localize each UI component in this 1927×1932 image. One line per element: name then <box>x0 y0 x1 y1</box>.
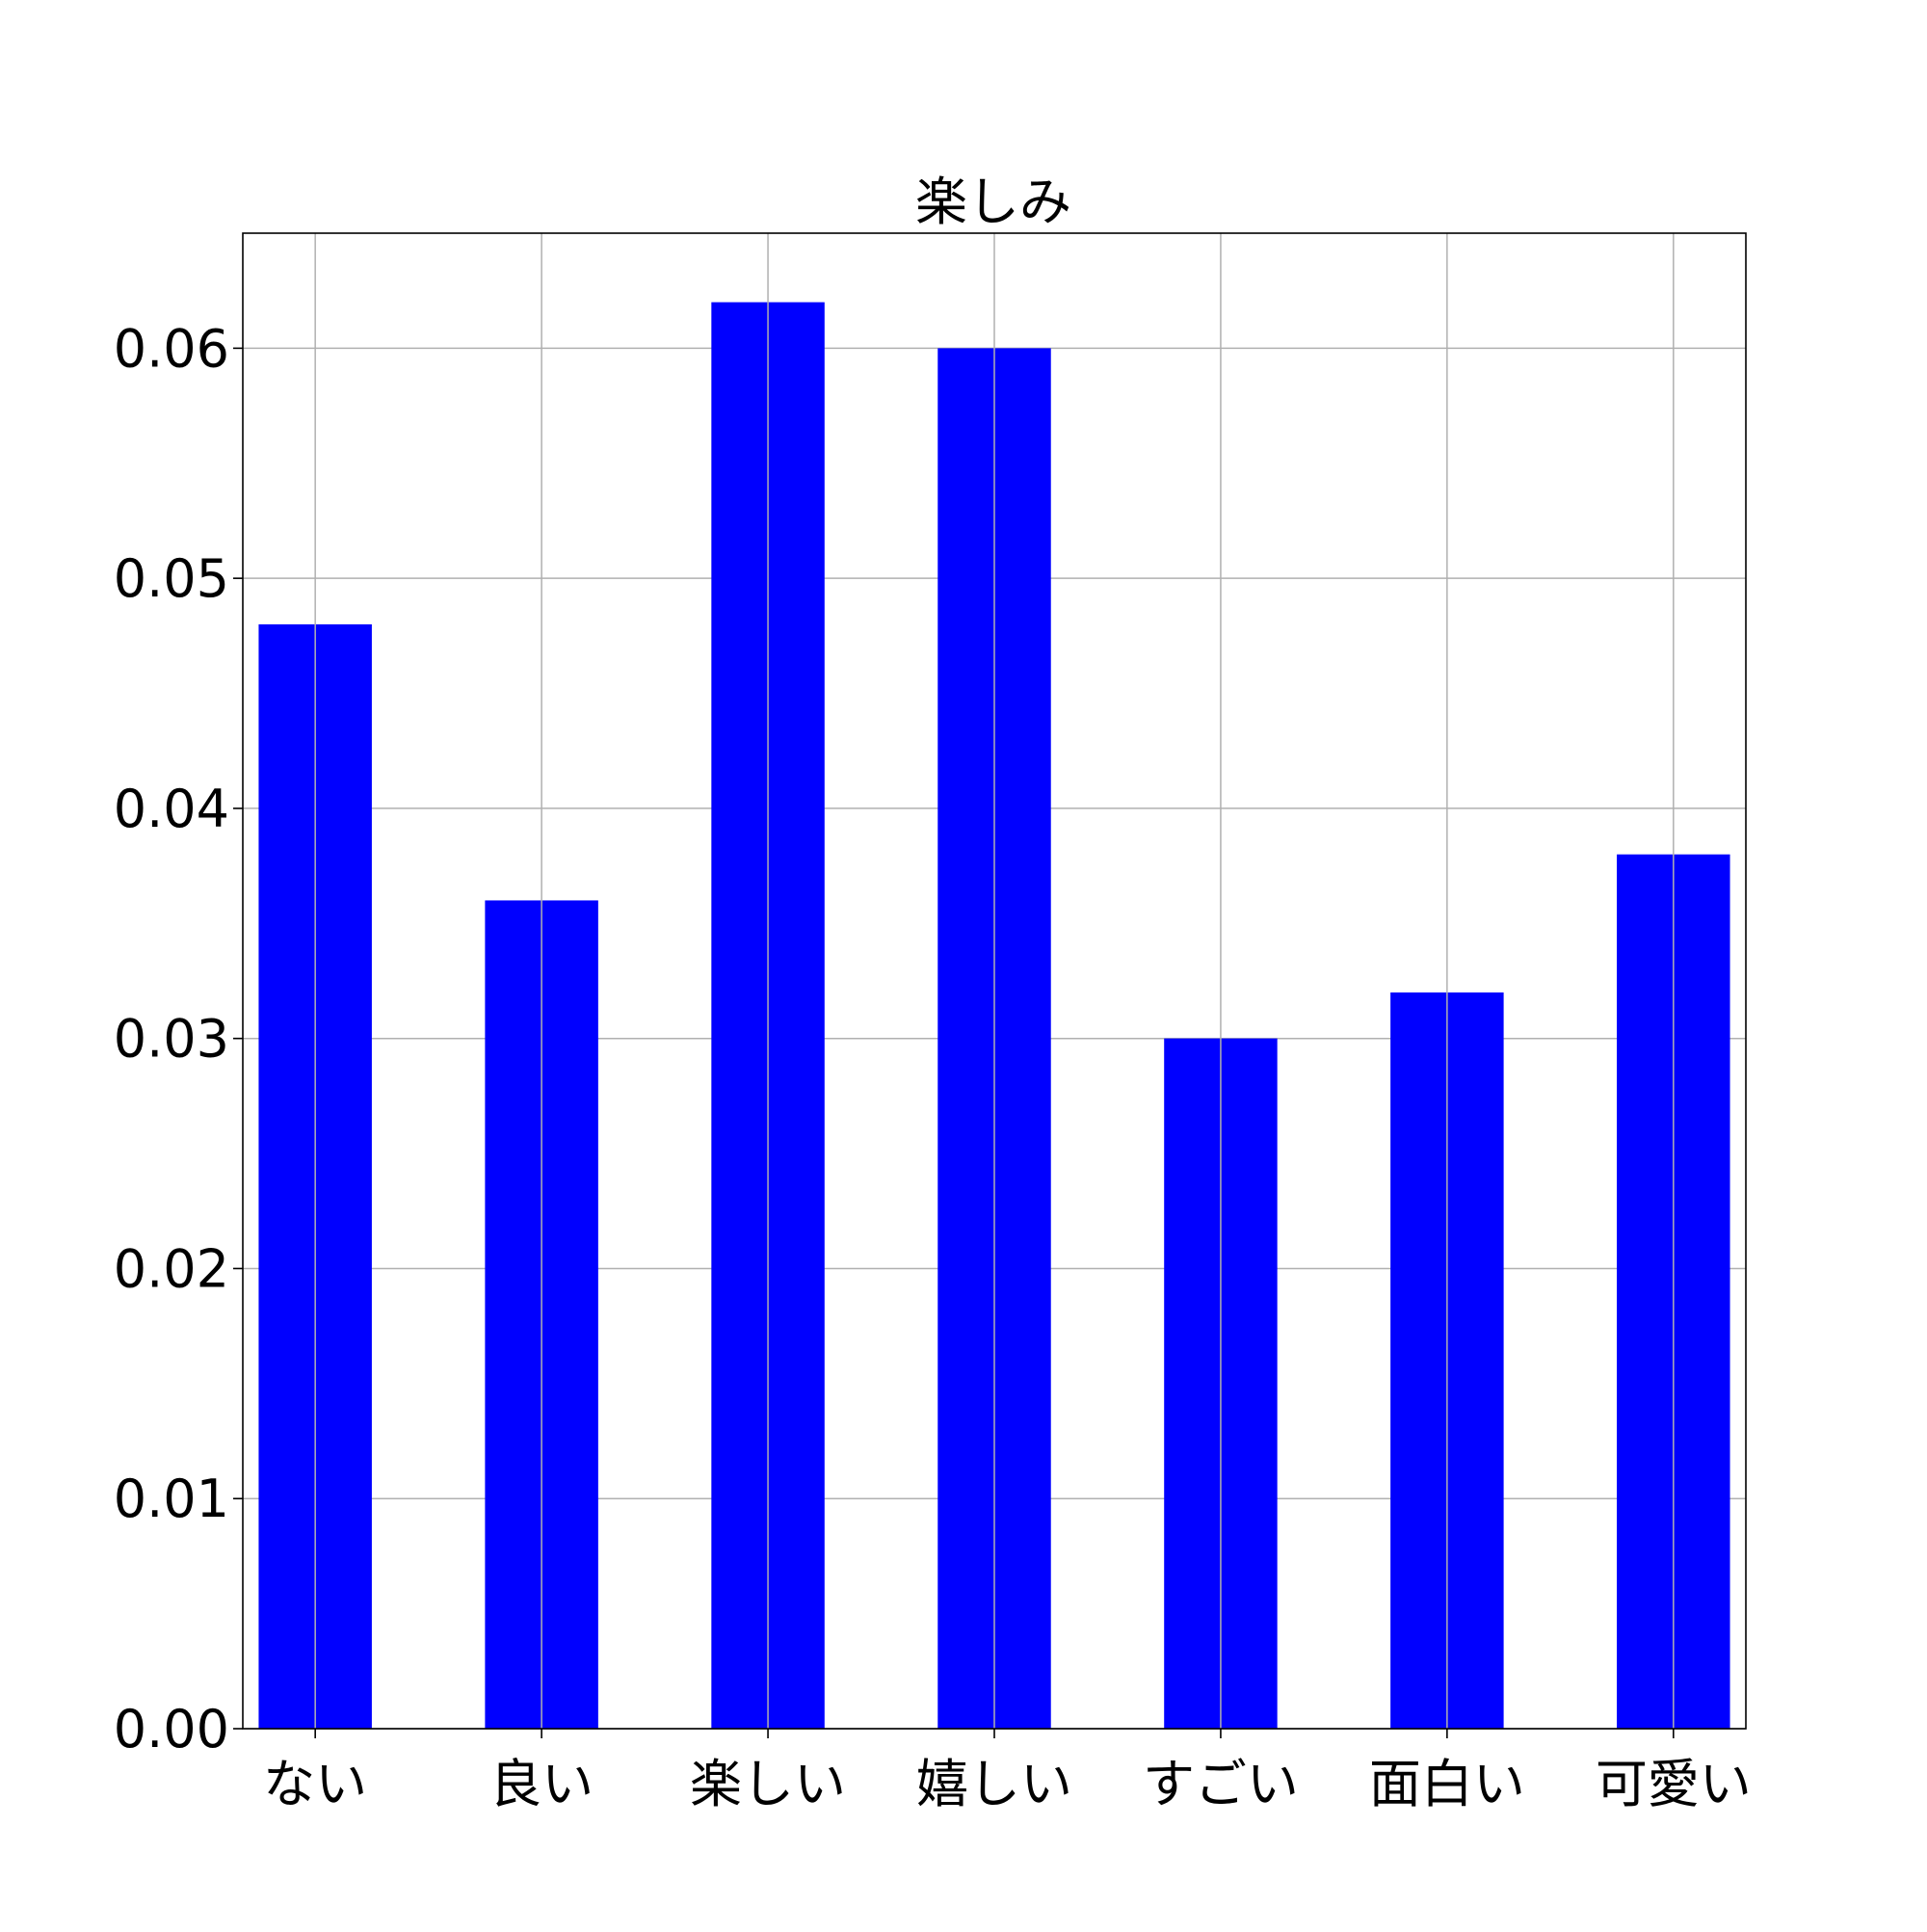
x-tick-label: 楽しい <box>690 1754 846 1814</box>
y-tick-label: 0.06 <box>114 318 229 379</box>
x-tick-label: 可愛い <box>1596 1754 1752 1814</box>
y-tick-label: 0.00 <box>114 1699 229 1760</box>
x-tick-label: ない <box>263 1754 367 1814</box>
y-tick-label: 0.02 <box>114 1238 229 1299</box>
x-axis: ない 良い 楽しい 嬉しい すごい 面白い 可愛い <box>263 1729 1752 1814</box>
x-tick-label: 嬉しい <box>916 1754 1072 1814</box>
y-tick-label: 0.05 <box>114 548 229 609</box>
x-tick-label: すごい <box>1143 1754 1299 1814</box>
chart-title: 楽しみ <box>915 172 1071 232</box>
vertical-grid <box>314 233 1675 1729</box>
y-tick-label: 0.04 <box>114 779 229 839</box>
x-tick-label: 良い <box>489 1754 594 1814</box>
y-tick-label: 0.03 <box>114 1009 229 1070</box>
y-axis: 0.00 0.01 0.02 0.03 0.04 0.05 0.06 <box>114 318 243 1760</box>
y-tick-label: 0.01 <box>114 1469 229 1529</box>
x-tick-label: 面白い <box>1369 1754 1525 1814</box>
